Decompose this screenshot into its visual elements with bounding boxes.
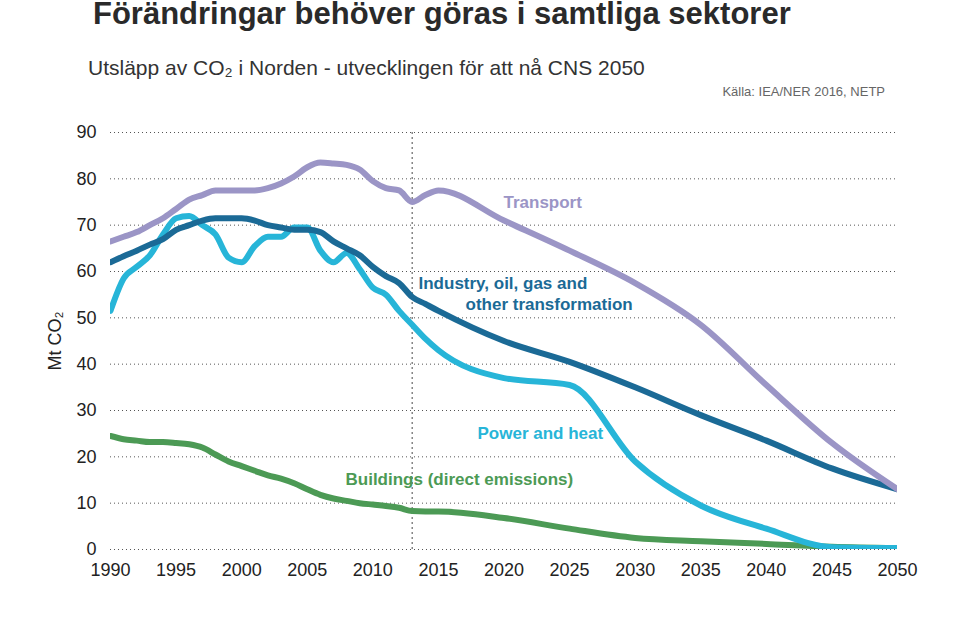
svg-text:2000: 2000 — [222, 560, 262, 580]
svg-text:other transformation: other transformation — [466, 295, 633, 314]
svg-text:2050: 2050 — [877, 560, 917, 580]
svg-text:Transport: Transport — [504, 193, 583, 212]
svg-text:1990: 1990 — [90, 560, 130, 580]
svg-text:10: 10 — [76, 493, 96, 513]
svg-text:90: 90 — [76, 122, 96, 142]
svg-text:2025: 2025 — [550, 560, 590, 580]
svg-text:20: 20 — [76, 447, 96, 467]
svg-text:2015: 2015 — [418, 560, 458, 580]
svg-text:0: 0 — [86, 539, 96, 559]
html-text:Utsläpp av CO₂ i Norden - utve: Utsläpp av CO₂ i Norden - utvecklingen f… — [88, 56, 645, 79]
svg-text:2035: 2035 — [681, 560, 721, 580]
svg-text:2005: 2005 — [287, 560, 327, 580]
svg-text:2010: 2010 — [353, 560, 393, 580]
svg-text:1995: 1995 — [156, 560, 196, 580]
svg-text:30: 30 — [76, 400, 96, 420]
svg-text:2030: 2030 — [615, 560, 655, 580]
svg-text:Buildings (direct emissions): Buildings (direct emissions) — [346, 470, 574, 489]
svg-text:60: 60 — [76, 261, 96, 281]
svg-text:2045: 2045 — [812, 560, 852, 580]
svg-text:40: 40 — [76, 354, 96, 374]
svg-text:Industry, oil, gas and: Industry, oil, gas and — [419, 274, 588, 293]
svg-text:Mt CO₂: Mt CO₂ — [45, 311, 65, 370]
svg-text:70: 70 — [76, 215, 96, 235]
svg-text:80: 80 — [76, 169, 96, 189]
html-text:Källa: IEA/NER 2016, NETP: Källa: IEA/NER 2016, NETP — [722, 84, 885, 99]
svg-text:2040: 2040 — [746, 560, 786, 580]
svg-text:2020: 2020 — [484, 560, 524, 580]
svg-text:Power and heat: Power and heat — [478, 424, 604, 443]
svg-text:50: 50 — [76, 308, 96, 328]
